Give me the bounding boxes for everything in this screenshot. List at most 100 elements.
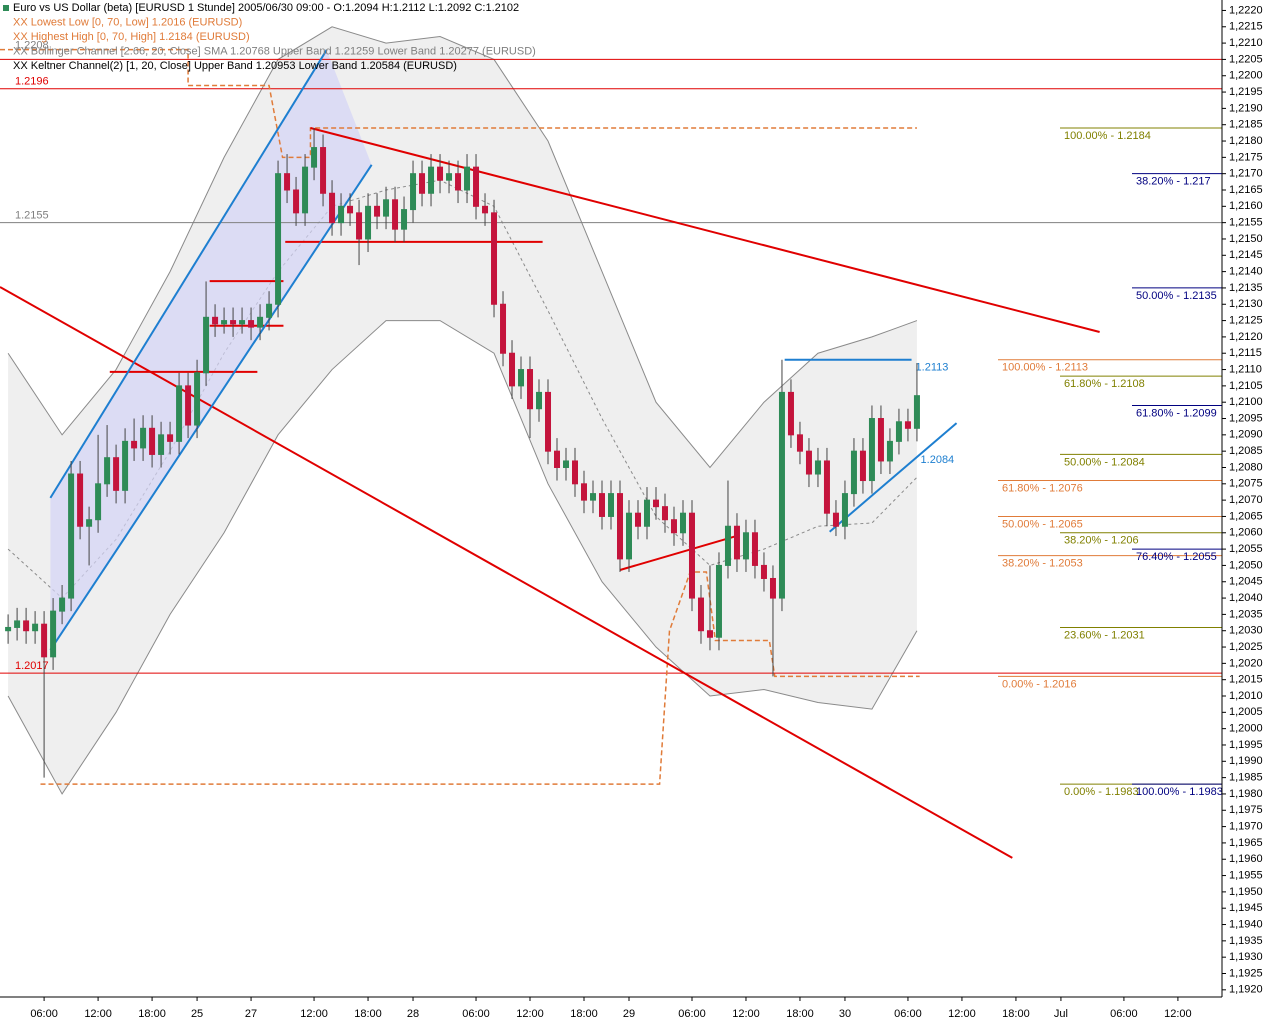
candle-body xyxy=(248,320,255,328)
fib-label: 0.00% - 1.2016 xyxy=(1002,678,1077,690)
trendline xyxy=(829,422,958,533)
candle-body xyxy=(167,434,174,442)
candle-body xyxy=(482,205,489,214)
legend-entry: XX Highest High [0, 70, High] 1.2184 (EU… xyxy=(13,31,250,43)
y-tick-label: 1,1990 xyxy=(1229,755,1263,767)
horizontal-line-label: 1.2196 xyxy=(15,76,49,88)
y-tick-label: 1,2035 xyxy=(1229,608,1263,620)
candle-body xyxy=(320,147,327,194)
y-tick-label: 1,2005 xyxy=(1229,706,1263,718)
candle-body xyxy=(428,166,435,194)
x-tick-label: 12:00 xyxy=(948,1008,976,1020)
candle-body xyxy=(311,147,318,168)
candle-body xyxy=(751,532,758,566)
candle-body xyxy=(500,303,507,354)
candle-body xyxy=(679,512,686,534)
y-tick-label: 1,2095 xyxy=(1229,412,1263,424)
candle-body xyxy=(356,212,363,240)
fib-label: 38.20% - 1.206 xyxy=(1064,535,1139,547)
candle-body xyxy=(518,369,525,387)
y-tick-label: 1,2125 xyxy=(1229,314,1263,326)
trendline xyxy=(310,127,1100,333)
y-tick-label: 1,1995 xyxy=(1229,739,1263,751)
y-tick-label: 1,2195 xyxy=(1229,86,1263,98)
candle-body xyxy=(590,493,597,501)
legend-icon xyxy=(3,5,9,11)
y-tick-label: 1,2205 xyxy=(1229,53,1263,65)
y-tick-label: 1,2110 xyxy=(1229,363,1262,375)
candle-body xyxy=(374,205,381,217)
x-tick-label: 06:00 xyxy=(894,1008,922,1020)
candle-body xyxy=(95,483,102,521)
legend-entry: XX Bollinger Channel [2.66, 20, Close] S… xyxy=(13,45,536,57)
y-tick-label: 1,1935 xyxy=(1229,935,1263,947)
candle-body xyxy=(634,512,641,527)
candle-body xyxy=(742,532,749,560)
y-tick-label: 1,2180 xyxy=(1229,135,1263,147)
candle-body xyxy=(365,205,372,240)
y-tick-label: 1,2055 xyxy=(1229,543,1263,555)
candle-body xyxy=(104,457,111,485)
y-tick-label: 1,2115 xyxy=(1229,347,1262,359)
legend-entry: XX Keltner Channel(2) [1, 20, Close] Upp… xyxy=(13,60,457,72)
x-tick-label: 12:00 xyxy=(516,1008,544,1020)
fib-label: 100.00% - 1.2113 xyxy=(1002,362,1088,374)
y-tick-label: 1,2215 xyxy=(1229,21,1263,33)
candle-body xyxy=(14,620,21,628)
candle-body xyxy=(823,460,830,514)
candle-body xyxy=(850,450,857,495)
candle-body xyxy=(122,440,129,491)
candle-body xyxy=(599,493,606,517)
fib-label: 61.80% - 1.2076 xyxy=(1002,482,1083,494)
candle-body xyxy=(266,303,273,318)
candle-body xyxy=(545,391,552,452)
candle-body xyxy=(383,199,390,217)
candle-body xyxy=(446,173,453,181)
y-tick-label: 1,2135 xyxy=(1229,282,1263,294)
y-tick-label: 1,2050 xyxy=(1229,559,1263,571)
y-tick-label: 1,1920 xyxy=(1229,984,1263,996)
fib-label: 100.00% - 1.2184 xyxy=(1064,130,1151,142)
y-tick-label: 1,2130 xyxy=(1229,298,1263,310)
candle-body xyxy=(913,395,920,429)
candle-body xyxy=(625,512,632,560)
y-tick-label: 1,2020 xyxy=(1229,657,1263,669)
fib-label: 61.80% - 1.2108 xyxy=(1064,378,1145,390)
fib-label: 50.00% - 1.2084 xyxy=(1064,456,1145,468)
fib-label: 38.20% - 1.217 xyxy=(1136,176,1211,188)
candle-body xyxy=(527,369,534,410)
fib-label: 23.60% - 1.2031 xyxy=(1064,629,1145,641)
candle-body xyxy=(536,391,543,410)
horizontal-line-label: 1.2155 xyxy=(15,210,49,222)
y-tick-label: 1,2120 xyxy=(1229,331,1263,343)
step-line xyxy=(0,48,917,159)
candle-body xyxy=(113,457,120,491)
candle-body xyxy=(437,166,444,181)
candle-body xyxy=(203,316,210,374)
y-tick-label: 1,2165 xyxy=(1229,184,1263,196)
band-lower xyxy=(7,320,918,795)
y-tick-label: 1,2000 xyxy=(1229,723,1263,735)
trendline xyxy=(0,286,1013,859)
y-tick-label: 1,2030 xyxy=(1229,625,1263,637)
y-tick-label: 1,2105 xyxy=(1229,380,1263,392)
fib-label: 100.00% - 1.1983 xyxy=(1136,786,1223,798)
candle-body xyxy=(572,460,579,485)
candle-body xyxy=(805,450,812,475)
fib-label: 0.00% - 1.1983 xyxy=(1064,786,1139,798)
horizontal-line-label: 1.2017 xyxy=(15,660,49,672)
y-tick-label: 1,1945 xyxy=(1229,902,1263,914)
x-tick-label: 06:00 xyxy=(30,1008,58,1020)
candle-body xyxy=(581,483,588,501)
x-tick-label: 28 xyxy=(407,1008,419,1020)
candle-body xyxy=(554,450,561,468)
candle-body xyxy=(410,173,417,211)
y-tick-label: 1,2155 xyxy=(1229,217,1263,229)
candle-body xyxy=(670,519,677,534)
y-tick-label: 1,2060 xyxy=(1229,527,1263,539)
y-tick-label: 1,2085 xyxy=(1229,445,1263,457)
candle-body xyxy=(284,173,291,191)
y-tick-label: 1,2025 xyxy=(1229,641,1263,653)
candle-body xyxy=(491,212,498,305)
